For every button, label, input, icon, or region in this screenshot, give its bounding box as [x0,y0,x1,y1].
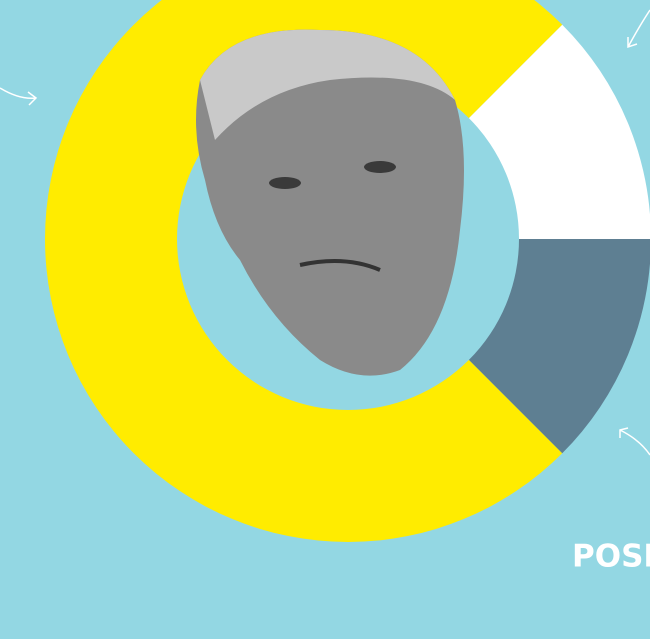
portrait [196,29,464,376]
donut [45,0,650,542]
arrow [619,427,650,456]
donut-slice [468,239,650,454]
arrow [627,9,650,49]
segment-label: POSI [572,539,650,575]
donut-slice [468,24,650,239]
arrow [0,87,38,106]
donut-slice [45,0,563,542]
